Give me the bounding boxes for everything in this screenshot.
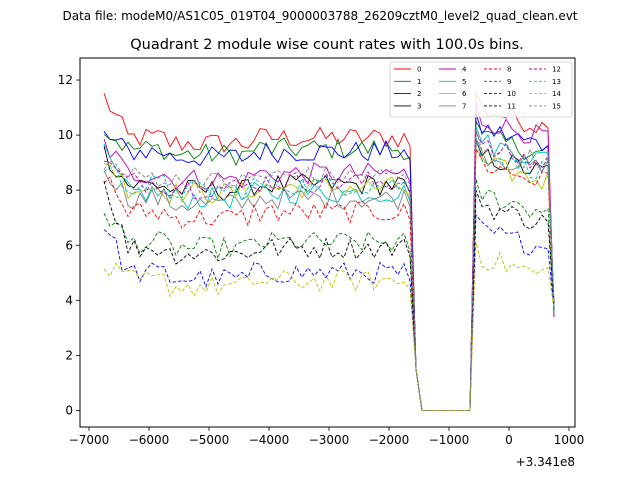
series-line-13 xyxy=(103,137,555,411)
legend-label-8: 8 xyxy=(507,66,511,74)
series-line-2 xyxy=(103,112,555,411)
x-tick-label: −2000 xyxy=(369,433,410,447)
x-tick-label: −7000 xyxy=(69,433,110,447)
legend-label-9: 9 xyxy=(507,78,511,86)
x-tick-label: 1000 xyxy=(554,433,585,447)
y-tick-label: 6 xyxy=(65,238,73,252)
x-tick-label: −6000 xyxy=(129,433,170,447)
legend-label-2: 2 xyxy=(417,90,421,98)
series-line-0 xyxy=(103,92,555,411)
series-line-8 xyxy=(103,147,555,411)
series-line-1 xyxy=(103,119,555,411)
series-line-6 xyxy=(103,147,555,411)
x-offset-label: +3.341e8 xyxy=(516,455,575,469)
y-tick-label: 8 xyxy=(65,183,73,197)
y-tick-label: 12 xyxy=(58,73,73,87)
legend-label-1: 1 xyxy=(417,78,421,86)
series-line-11 xyxy=(103,180,555,411)
legend-label-5: 5 xyxy=(462,78,466,86)
series-line-14 xyxy=(103,242,555,411)
x-tick-label: 0 xyxy=(505,433,513,447)
axes-frame xyxy=(79,57,576,428)
legend-label-11: 11 xyxy=(507,102,516,110)
legend-label-10: 10 xyxy=(507,90,516,98)
legend-label-13: 13 xyxy=(552,78,561,86)
y-axis: 0 2 4 6 8 10 12 xyxy=(58,73,80,417)
x-tick-label: −3000 xyxy=(309,433,350,447)
y-tick-label: 0 xyxy=(65,403,73,417)
legend-label-7: 7 xyxy=(462,102,466,110)
legend-label-6: 6 xyxy=(462,90,467,98)
series-line-15 xyxy=(103,129,555,411)
x-tick-label: −4000 xyxy=(249,433,290,447)
x-tick-label: −5000 xyxy=(189,433,230,447)
y-tick-label: 2 xyxy=(65,348,73,362)
series-layer xyxy=(103,92,555,411)
x-axis: −7000 −6000 −5000 −4000 −3000 −2000 −1000 0 1000 xyxy=(69,427,585,447)
y-tick-label: 4 xyxy=(65,293,73,307)
legend-label-12: 12 xyxy=(552,66,561,74)
figure-suptitle: Data file: modeM0/AS1C05_019T04_90000037… xyxy=(62,9,577,23)
legend-label-14: 14 xyxy=(552,90,561,98)
y-tick-label: 10 xyxy=(58,128,73,142)
x-tick-label: −1000 xyxy=(429,433,470,447)
legend-label-4: 4 xyxy=(462,66,467,74)
legend-label-0: 0 xyxy=(417,66,421,74)
series-line-7 xyxy=(103,137,555,411)
plot-area xyxy=(103,92,555,411)
series-line-10 xyxy=(103,213,555,411)
legend-label-3: 3 xyxy=(417,102,421,110)
legend-box xyxy=(389,61,573,118)
chart-title: Quadrant 2 module wise count rates with … xyxy=(130,37,524,53)
series-line-9 xyxy=(103,179,555,411)
legend-label-15: 15 xyxy=(552,102,561,110)
